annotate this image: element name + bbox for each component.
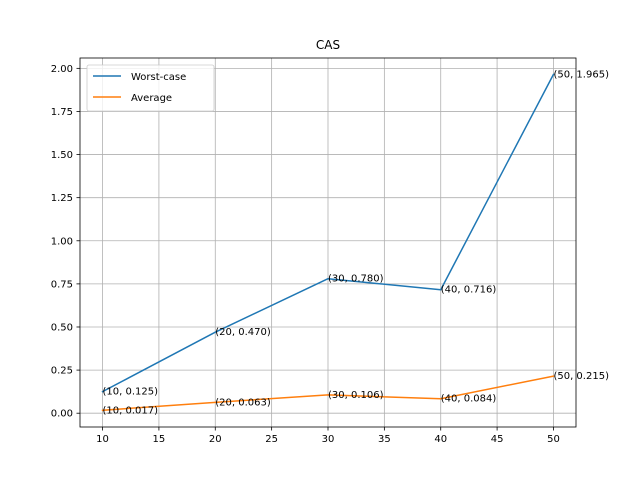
data-label: (50, 0.215): [553, 371, 609, 382]
legend-label: Worst-case: [131, 72, 186, 83]
grid: [80, 58, 576, 427]
y-tick-label: 0.75: [51, 279, 73, 290]
data-label: (50, 1.965): [553, 69, 609, 80]
data-label: (30, 0.106): [328, 390, 384, 401]
data-label: (20, 0.063): [215, 397, 271, 408]
data-label: (10, 0.017): [103, 405, 159, 416]
plot-frame: [79, 57, 577, 428]
series-line-worst-case: [101, 73, 555, 393]
series-line-average: [101, 375, 555, 412]
y-tick-label: 1.00: [51, 236, 73, 247]
x-tick-label: 50: [547, 434, 560, 445]
legend: Worst-case Average: [86, 64, 215, 112]
x-tick-label: 25: [265, 434, 278, 445]
data-label: (40, 0.716): [441, 285, 497, 296]
y-tick-label: 1.25: [51, 193, 73, 204]
y-tick-label: 0.25: [51, 366, 73, 377]
x-tick-label: 45: [491, 434, 504, 445]
axis-ticks: 10 15 20 25 30 35 40 45 50 0.00 0.25 0.50 0.75 1.00 1.…: [51, 64, 560, 445]
x-tick-label: 10: [96, 434, 109, 445]
y-tick-label: 0.00: [51, 409, 73, 420]
x-tick-label: 35: [378, 434, 391, 445]
series-layer: [101, 73, 555, 412]
legend-label: Average: [131, 93, 172, 104]
x-tick-label: 40: [434, 434, 447, 445]
y-tick-label: 1.50: [51, 150, 73, 161]
chart-title: CAS: [316, 38, 340, 52]
x-tick-label: 30: [322, 434, 335, 445]
y-tick-label: 0.50: [51, 322, 73, 333]
x-tick-label: 15: [153, 434, 166, 445]
data-label: (30, 0.780): [328, 274, 384, 285]
annotations: (10, 0.125) (20, 0.470) (30, 0.780) (40, 0.…: [103, 69, 610, 416]
y-tick-label: 2.00: [51, 64, 73, 75]
data-label: (20, 0.470): [215, 327, 271, 338]
y-tick-label: 1.75: [51, 107, 73, 118]
x-tick-label: 20: [209, 434, 222, 445]
data-label: (40, 0.084): [441, 394, 497, 405]
data-label: (10, 0.125): [103, 387, 159, 398]
